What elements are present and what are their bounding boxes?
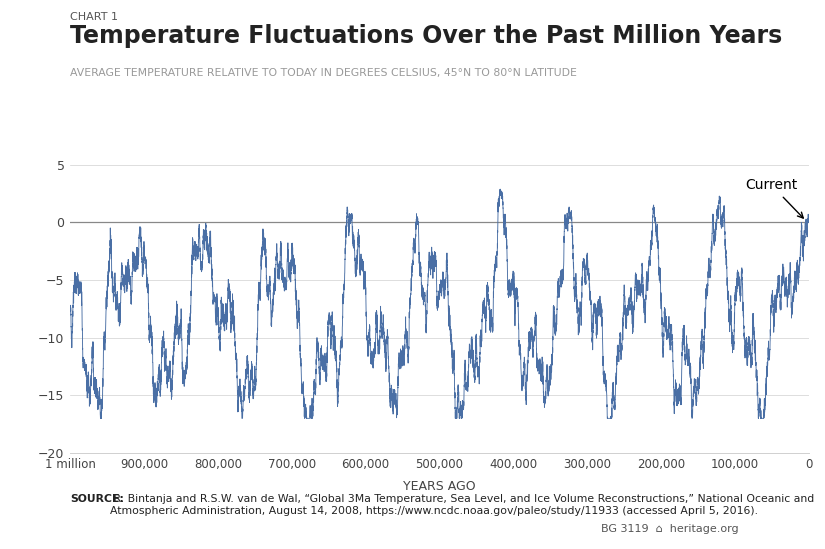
Text: Current: Current [746, 178, 804, 218]
X-axis label: YEARS AGO: YEARS AGO [403, 480, 476, 493]
Text: R. Bintanja and R.S.W. van de Wal, “Global 3Ma Temperature, Sea Level, and Ice V: R. Bintanja and R.S.W. van de Wal, “Glob… [110, 494, 814, 516]
Text: Temperature Fluctuations Over the Past Million Years: Temperature Fluctuations Over the Past M… [70, 24, 782, 48]
Text: BG 3119  ⌂  heritage.org: BG 3119 ⌂ heritage.org [601, 524, 738, 534]
Text: AVERAGE TEMPERATURE RELATIVE TO TODAY IN DEGREES CELSIUS, 45°N TO 80°N LATITUDE: AVERAGE TEMPERATURE RELATIVE TO TODAY IN… [70, 68, 577, 77]
Text: CHART 1: CHART 1 [70, 12, 118, 22]
Text: SOURCE:: SOURCE: [70, 494, 124, 504]
